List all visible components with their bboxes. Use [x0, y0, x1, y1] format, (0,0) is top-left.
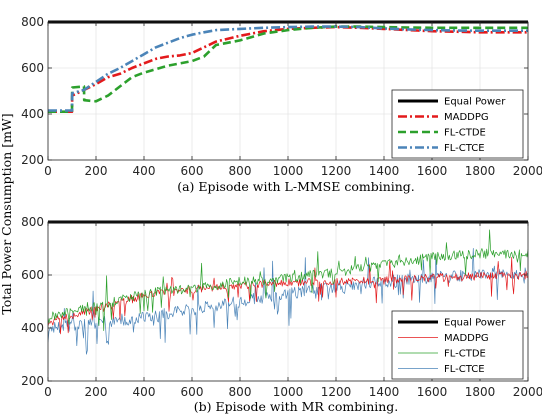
- legend-label: Equal Power: [444, 318, 506, 329]
- x-tick-label: 400: [133, 164, 156, 178]
- y-tick-label: 400: [21, 321, 44, 335]
- y-tick-label: 200: [21, 374, 44, 388]
- panel-caption: (a) Episode with L-MMSE combining.: [177, 179, 415, 194]
- x-tick-label: 600: [181, 164, 204, 178]
- x-tick-label: 400: [133, 385, 156, 399]
- series-line-fl-ctde: [48, 25, 528, 113]
- y-axis-label: Total Power Consumption [mW]: [0, 113, 14, 314]
- x-tick-label: 800: [229, 385, 252, 399]
- x-tick-label: 2000: [513, 164, 542, 178]
- x-tick-label: 1800: [465, 164, 496, 178]
- series-line-maddpg: [48, 257, 528, 335]
- legend-label: FL-CTCE: [444, 143, 485, 154]
- series-line-fl-ctde: [48, 229, 528, 331]
- chart-panel-b: 0 200 400 600 800 1000 1200 1400 1600 1800 2000200…: [21, 215, 542, 414]
- legend-label: FL-CTCE: [444, 364, 485, 375]
- x-tick-label: 1400: [369, 385, 400, 399]
- y-tick-label: 800: [21, 15, 44, 29]
- x-tick-label: 0: [44, 164, 52, 178]
- x-tick-label: 200: [85, 385, 108, 399]
- x-tick-label: 1400: [369, 164, 400, 178]
- x-tick-label: 1800: [465, 385, 496, 399]
- y-tick-label: 200: [21, 153, 44, 167]
- x-tick-label: 1200: [321, 164, 352, 178]
- y-tick-label: 400: [21, 107, 44, 121]
- legend-label: Equal Power: [444, 97, 506, 108]
- legend-label: FL-CTDE: [444, 128, 486, 139]
- legend-label: MADDPG: [444, 333, 489, 344]
- x-tick-label: 600: [181, 385, 204, 399]
- legend: Equal Power MADDPG FL-CTDE FL-CTCE: [391, 89, 524, 159]
- x-tick-label: 1000: [273, 164, 304, 178]
- panel-caption: (b) Episode with MR combining.: [194, 399, 399, 414]
- series-line-fl-ctce: [48, 25, 528, 112]
- x-tick-label: 1200: [321, 385, 352, 399]
- chart-panel-a: 0 200 400 600 800 1000 1200 1400 1600 1800 2000200…: [21, 15, 542, 194]
- x-tick-label: 200: [85, 164, 108, 178]
- x-tick-label: 1600: [417, 164, 448, 178]
- x-tick-label: 0: [44, 385, 52, 399]
- y-tick-label: 600: [21, 61, 44, 75]
- y-tick-label: 600: [21, 268, 44, 282]
- x-tick-label: 1600: [417, 385, 448, 399]
- x-tick-label: 2000: [513, 385, 542, 399]
- legend-label: MADDPG: [444, 112, 489, 123]
- legend: Equal Power MADDPG FL-CTDE FL-CTCE: [391, 310, 524, 380]
- series-line-maddpg: [48, 25, 528, 113]
- x-tick-label: 1000: [273, 385, 304, 399]
- legend-label: FL-CTDE: [444, 349, 486, 360]
- y-tick-label: 800: [21, 215, 44, 229]
- x-tick-label: 800: [229, 164, 252, 178]
